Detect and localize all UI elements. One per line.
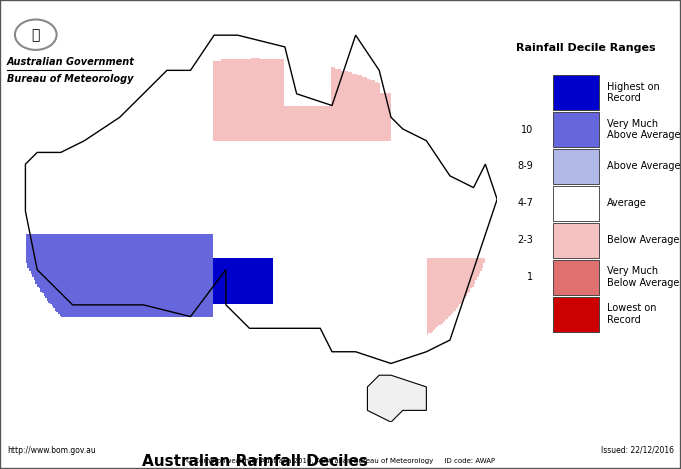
Text: 2-3: 2-3: [518, 235, 533, 245]
Text: 10: 10: [521, 125, 533, 135]
Text: Rainfall Decile Ranges: Rainfall Decile Ranges: [516, 44, 656, 53]
Bar: [553, 223, 599, 258]
Bar: [553, 75, 599, 110]
Text: Australian Government: Australian Government: [7, 57, 135, 67]
Bar: [553, 149, 599, 184]
Text: Below Average: Below Average: [607, 235, 679, 245]
Text: 🦘: 🦘: [31, 28, 40, 42]
Text: Very Much
Above Average: Very Much Above Average: [607, 119, 680, 140]
Polygon shape: [368, 375, 426, 422]
Text: Above Average: Above Average: [607, 161, 680, 172]
Text: Highest on
Record: Highest on Record: [607, 82, 660, 104]
Text: Average: Average: [607, 198, 647, 208]
Text: © Commonwealth of Australia 2016, Australian Bureau of Meteorology     ID code: : © Commonwealth of Australia 2016, Austra…: [185, 458, 496, 464]
Text: http://www.bom.gov.au: http://www.bom.gov.au: [7, 446, 95, 455]
Bar: [553, 186, 599, 221]
Text: 8-9: 8-9: [518, 161, 533, 172]
Text: Lowest on
Record: Lowest on Record: [607, 303, 656, 325]
Text: Very Much
Below Average: Very Much Below Average: [607, 266, 679, 288]
Bar: [553, 297, 599, 332]
Bar: [553, 260, 599, 295]
Text: 4-7: 4-7: [518, 198, 533, 208]
Text: 1: 1: [527, 272, 533, 282]
Text: Australian Rainfall Deciles: Australian Rainfall Deciles: [142, 454, 368, 469]
Text: Bureau of Meteorology: Bureau of Meteorology: [7, 74, 133, 83]
Text: Issued: 22/12/2016: Issued: 22/12/2016: [601, 446, 674, 455]
Bar: [553, 112, 599, 147]
